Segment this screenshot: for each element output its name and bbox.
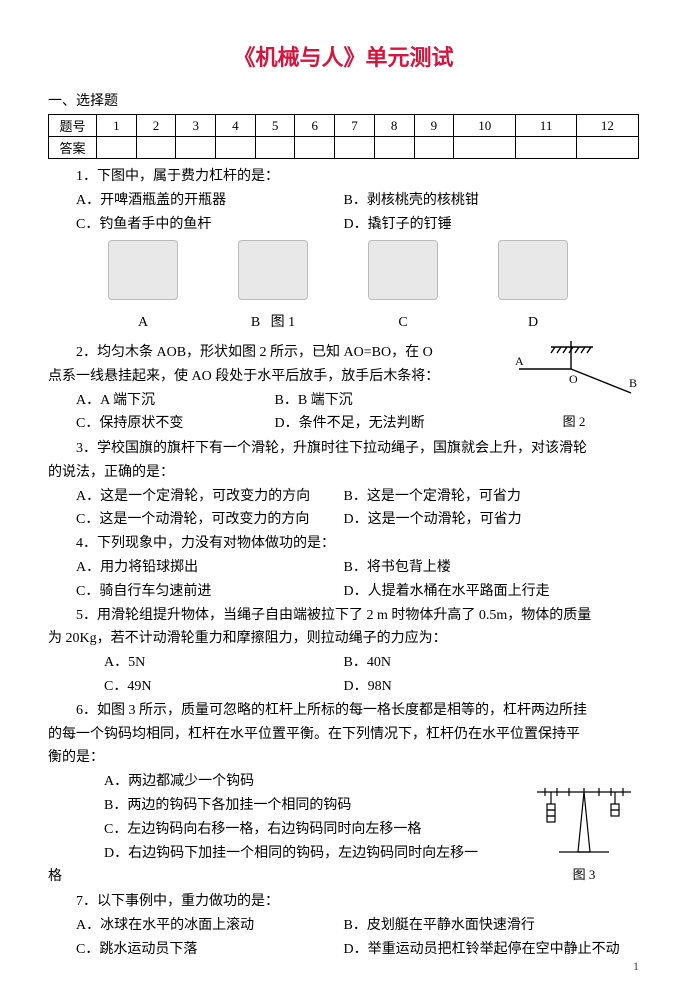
fig1-c-label: C — [368, 311, 438, 335]
answer-cell — [335, 137, 375, 159]
q1-opt-d: D．撬钉子的钉锤 — [344, 213, 640, 237]
q2-opt-b: B．B 端下沉 — [275, 389, 502, 413]
fig1-b-label: B 图 1 — [238, 311, 308, 335]
answer-cell — [295, 137, 335, 159]
fig1-d-label: D — [498, 311, 568, 335]
q5-line1: 5．用滑轮组提升物体，当绳子自由端被拉下了 2 m 时物体升高了 0.5m，物体… — [48, 604, 639, 628]
col-head: 4 — [216, 115, 256, 137]
q7-opt-b: B．皮划艇在平静水面快速滑行 — [344, 914, 640, 938]
fig2-label-b: B — [629, 376, 637, 390]
q3-opt-c: C．这是一个动滑轮，可改变力的方向 — [48, 508, 344, 532]
q4-opt-c: C．骑自行车匀速前进 — [48, 580, 344, 604]
q4-opt-b: B．将书包背上楼 — [344, 556, 640, 580]
q5-line2: 为 20Kg，若不计动滑轮重力和摩擦阻力，则拉动绳子的力应为： — [48, 627, 639, 651]
q1-opt-c: C．钓鱼者手中的鱼杆 — [48, 213, 344, 237]
q3-opt-b: B．这是一个定滑轮，可省力 — [344, 485, 640, 509]
q6-line2: 的每一个钩码均相同，杠杆在水平位置平衡。在下列情况下，杠杆仍在水平位置保持平 — [48, 723, 639, 747]
fig2-caption: 图 2 — [509, 411, 639, 433]
q6-line3: 衡的是： — [48, 746, 639, 770]
answer-cell — [216, 137, 256, 159]
section-heading: 一、选择题 — [48, 90, 639, 110]
q2-opt-a: A．A 端下沉 — [48, 389, 275, 413]
answer-cell — [576, 137, 638, 159]
q5-opt-b: B．40N — [344, 651, 640, 675]
answer-cell — [176, 137, 216, 159]
fig1-a-image — [108, 240, 178, 300]
answer-table: 题号 1 2 3 4 5 6 7 8 9 10 11 12 答案 — [48, 114, 639, 159]
row1-label: 题号 — [49, 115, 97, 137]
col-head: 5 — [255, 115, 295, 137]
q1-stem: 1．下图中，属于费力杠杆的是： — [48, 165, 639, 189]
answer-cell — [414, 137, 454, 159]
col-head: 10 — [454, 115, 516, 137]
col-head: 6 — [295, 115, 335, 137]
fig2-label-o: O — [569, 372, 578, 386]
figure-2: A O B 图 2 — [509, 341, 639, 433]
fig2-svg: A O B — [509, 341, 639, 411]
col-head: 7 — [335, 115, 375, 137]
figure-3: 图 3 — [529, 774, 639, 886]
fig1-a-label: A — [108, 311, 178, 335]
q7-opt-c: C．跳水运动员下落 — [48, 938, 344, 962]
q2-opt-c: C．保持原状不变 — [48, 412, 275, 436]
q3-line1: 3．学校国旗的旗杆下有一个滑轮，升旗时往下拉动绳子，国旗就会上升，对该滑轮 — [48, 437, 639, 461]
col-head: 8 — [374, 115, 414, 137]
fig2-label-a: A — [515, 354, 524, 368]
answer-cell — [516, 137, 577, 159]
fig3-caption: 图 3 — [529, 864, 639, 886]
q3-opt-d: D．这是一个动滑轮，可省力 — [344, 508, 640, 532]
q3-line2: 的说法，正确的是： — [48, 461, 639, 485]
q7-opt-a: A．冰球在水平的冰面上滚动 — [48, 914, 344, 938]
table-row: 答案 — [49, 137, 639, 159]
answer-cell — [454, 137, 516, 159]
page-title: 《机械与人》单元测试 — [48, 40, 639, 72]
col-head: 2 — [136, 115, 176, 137]
answer-cell — [97, 137, 137, 159]
answer-cell — [136, 137, 176, 159]
col-head: 11 — [516, 115, 577, 137]
col-head: 12 — [576, 115, 638, 137]
answer-cell — [374, 137, 414, 159]
fig3-svg — [529, 774, 639, 864]
q1-opt-b: B．剥核桃壳的核桃钳 — [344, 189, 640, 213]
q6-line1: 6．如图 3 所示，质量可忽略的杠杆上所标的每一格长度都是相等的，杠杆两边所挂 — [48, 699, 639, 723]
q4-opt-d: D．人提着水桶在水平路面上行走 — [344, 580, 640, 604]
q7-opt-d: D．举重运动员把杠铃举起停在空中静止不动 — [344, 938, 640, 962]
q5-opt-a: A．5N — [48, 651, 344, 675]
answer-cell — [255, 137, 295, 159]
q1-figure-row: A B 图 1 C D — [108, 240, 568, 335]
q3-opt-a: A．这是一个定滑轮，可改变力的方向 — [48, 485, 344, 509]
fig1-c-image — [368, 240, 438, 300]
q4-stem: 4．下列现象中，力没有对物体做功的是： — [48, 532, 639, 556]
fig1-b-image — [238, 240, 308, 300]
fig1-d-image — [498, 240, 568, 300]
q4-opt-a: A．用力将铅球掷出 — [48, 556, 344, 580]
q7-stem: 7．以下事例中，重力做功的是： — [48, 890, 639, 914]
table-row: 题号 1 2 3 4 5 6 7 8 9 10 11 12 — [49, 115, 639, 137]
q1-opt-a: A．开啤酒瓶盖的开瓶器 — [48, 189, 344, 213]
page-number: 1 — [633, 959, 639, 974]
q5-opt-c: C．49N — [48, 675, 344, 699]
col-head: 3 — [176, 115, 216, 137]
col-head: 1 — [97, 115, 137, 137]
col-head: 9 — [414, 115, 454, 137]
q5-opt-d: D．98N — [344, 675, 640, 699]
row2-label: 答案 — [49, 137, 97, 159]
q2-opt-d: D．条件不足，无法判断 — [275, 412, 502, 436]
